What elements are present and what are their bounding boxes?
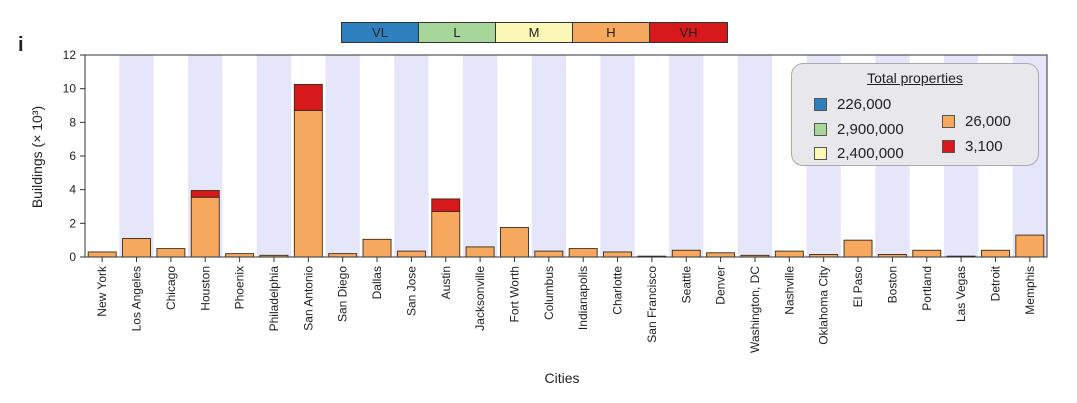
bar-h-0 <box>87 251 117 258</box>
legend-swatch-vl <box>814 98 827 111</box>
column-band <box>394 55 429 257</box>
bar-h-15 <box>603 251 632 258</box>
bar-h-18 <box>706 252 736 258</box>
y-tick-label: 10 <box>63 82 77 96</box>
x-tick-label: Seattle <box>679 266 693 304</box>
x-tick-label: Philadelphia <box>267 266 281 332</box>
column-band <box>256 55 292 257</box>
bar-h-6 <box>293 110 323 258</box>
x-tick-label: Los Angeles <box>130 266 144 331</box>
legend-title: Total properties <box>867 70 963 86</box>
x-tick-label: San Francisco <box>645 266 659 343</box>
x-tick-label: Detroit <box>988 265 1002 301</box>
x-tick-label: Jacksonville <box>473 266 487 331</box>
column-band <box>119 55 154 257</box>
legend-label-vl: 226,000 <box>837 96 892 113</box>
bar-h-26 <box>981 249 1010 258</box>
legend-item-vh: 3,100 <box>942 138 1003 155</box>
x-tick-label: New York <box>95 265 109 317</box>
y-axis-label: Buildings (× 10³) <box>29 106 45 208</box>
legend-item-l: 2,900,000 <box>814 121 904 138</box>
y-tick-label: 4 <box>69 183 76 197</box>
bar-h-9 <box>396 250 426 258</box>
column-band <box>462 55 498 257</box>
legend-item-m: 2,400,000 <box>814 145 904 162</box>
x-tick-label: Indianapolis <box>576 266 590 330</box>
bar-h-20 <box>774 250 804 258</box>
scale-segment-vl: VL <box>342 23 419 42</box>
legend-swatch-h <box>942 115 955 128</box>
x-tick-label: Boston <box>885 266 899 303</box>
x-tick-label: Columbus <box>542 266 556 320</box>
scale-segment-vh: VH <box>650 23 727 42</box>
x-tick-label: El Paso <box>851 266 865 308</box>
y-tick-label: 0 <box>69 250 76 264</box>
bar-h-22 <box>843 239 873 258</box>
x-tick-label: Houston <box>198 266 212 311</box>
legend-label-vh: 3,100 <box>965 138 1003 155</box>
bar-h-17 <box>671 249 701 258</box>
x-axis-label: Cities <box>544 370 579 386</box>
x-tick-label: San Diego <box>336 266 350 322</box>
x-tick-label: Nashville <box>782 266 796 315</box>
x-tick-label: Fort Worth <box>507 266 521 322</box>
bar-vh-6 <box>293 84 323 112</box>
scale-segment-m: M <box>496 23 573 42</box>
column-band <box>737 55 773 257</box>
bar-vh-10 <box>431 198 461 213</box>
x-tick-label: Austin <box>439 266 453 299</box>
x-tick-label: Portland <box>920 266 934 311</box>
legend-box: Total properties 226,000 2,900,000 2,400… <box>791 63 1039 166</box>
bar-h-8 <box>362 238 392 258</box>
bar-h-14 <box>568 248 598 258</box>
legend-swatch-m <box>814 147 827 160</box>
bar-h-10 <box>431 211 461 258</box>
legend-label-m: 2,400,000 <box>837 145 904 162</box>
hazard-scale-bar: VL L M H VH <box>341 22 728 43</box>
scale-segment-h: H <box>573 23 650 42</box>
legend-swatch-l <box>814 123 827 136</box>
x-tick-label: Dallas <box>370 266 384 299</box>
y-tick-label: 6 <box>69 149 76 163</box>
bar-h-24 <box>912 249 942 258</box>
y-tick-label: 8 <box>69 115 76 129</box>
x-tick-label: San Antonio <box>301 266 315 331</box>
bar-vh-3 <box>190 190 220 198</box>
x-tick-label: Oklahoma City <box>817 266 831 345</box>
column-band <box>600 55 635 257</box>
bar-h-13 <box>534 250 564 258</box>
x-tick-label: San Jose <box>404 266 418 316</box>
x-tick-label: Memphis <box>1023 266 1037 315</box>
scale-segment-l: L <box>419 23 496 42</box>
legend-item-h: 26,000 <box>942 113 1011 130</box>
y-tick-label: 2 <box>69 216 76 230</box>
x-tick-label: Washington, DC <box>748 266 762 353</box>
legend-label-h: 26,000 <box>965 113 1011 130</box>
bar-h-11 <box>465 246 495 258</box>
legend-swatch-vh <box>942 140 955 153</box>
x-tick-label: Denver <box>714 266 728 305</box>
x-tick-label: Charlotte <box>611 266 625 315</box>
x-tick-label: Phoenix <box>233 266 247 309</box>
x-tick-label: Las Vegas <box>954 266 968 322</box>
bar-h-1 <box>122 238 151 258</box>
bar-h-12 <box>500 227 529 258</box>
bar-h-4 <box>225 253 255 258</box>
column-band <box>325 55 360 257</box>
column-band <box>669 55 704 257</box>
bar-h-7 <box>328 253 358 258</box>
column-band <box>531 55 566 257</box>
x-tick-label: Chicago <box>164 266 178 310</box>
legend-item-vl: 226,000 <box>814 96 891 113</box>
y-tick-label: 12 <box>63 48 77 62</box>
panel-label: i <box>18 34 24 56</box>
bar-h-27 <box>1015 234 1045 258</box>
bar-h-3 <box>190 196 220 258</box>
bar-h-2 <box>156 248 186 258</box>
legend-label-l: 2,900,000 <box>837 121 904 138</box>
